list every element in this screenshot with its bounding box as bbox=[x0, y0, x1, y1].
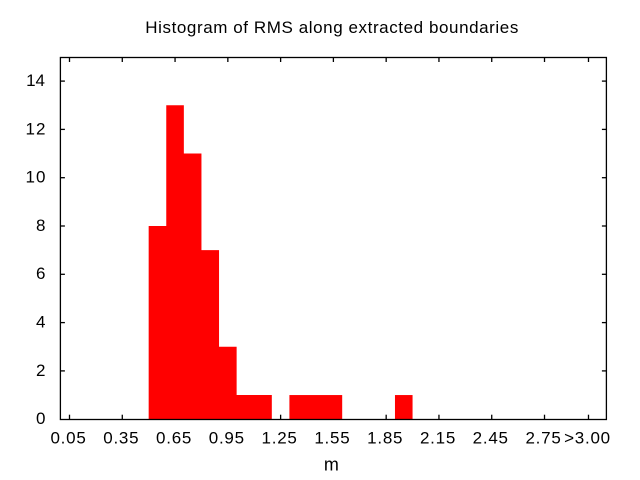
svg-text:4: 4 bbox=[36, 313, 47, 332]
svg-text:10: 10 bbox=[25, 168, 46, 187]
svg-text:1.55: 1.55 bbox=[314, 428, 350, 447]
svg-text:m: m bbox=[324, 455, 339, 475]
svg-text:6: 6 bbox=[36, 264, 47, 283]
svg-text:0.95: 0.95 bbox=[209, 428, 245, 447]
svg-text:Histogram of RMS along extract: Histogram of RMS along extracted boundar… bbox=[145, 18, 519, 37]
svg-text:0.65: 0.65 bbox=[156, 428, 192, 447]
svg-text:0.05: 0.05 bbox=[50, 428, 86, 447]
svg-text:1.25: 1.25 bbox=[262, 428, 298, 447]
svg-text:2.75: 2.75 bbox=[525, 428, 561, 447]
svg-text:>3.00: >3.00 bbox=[564, 428, 611, 447]
svg-text:2.15: 2.15 bbox=[420, 428, 456, 447]
svg-text:2: 2 bbox=[36, 361, 47, 380]
svg-text:8: 8 bbox=[36, 216, 47, 235]
svg-text:12: 12 bbox=[25, 119, 46, 138]
svg-text:2.45: 2.45 bbox=[473, 428, 509, 447]
svg-text:0: 0 bbox=[36, 409, 47, 428]
svg-text:0.35: 0.35 bbox=[103, 428, 139, 447]
svg-text:14: 14 bbox=[26, 71, 45, 90]
svg-text:1.85: 1.85 bbox=[367, 428, 403, 447]
